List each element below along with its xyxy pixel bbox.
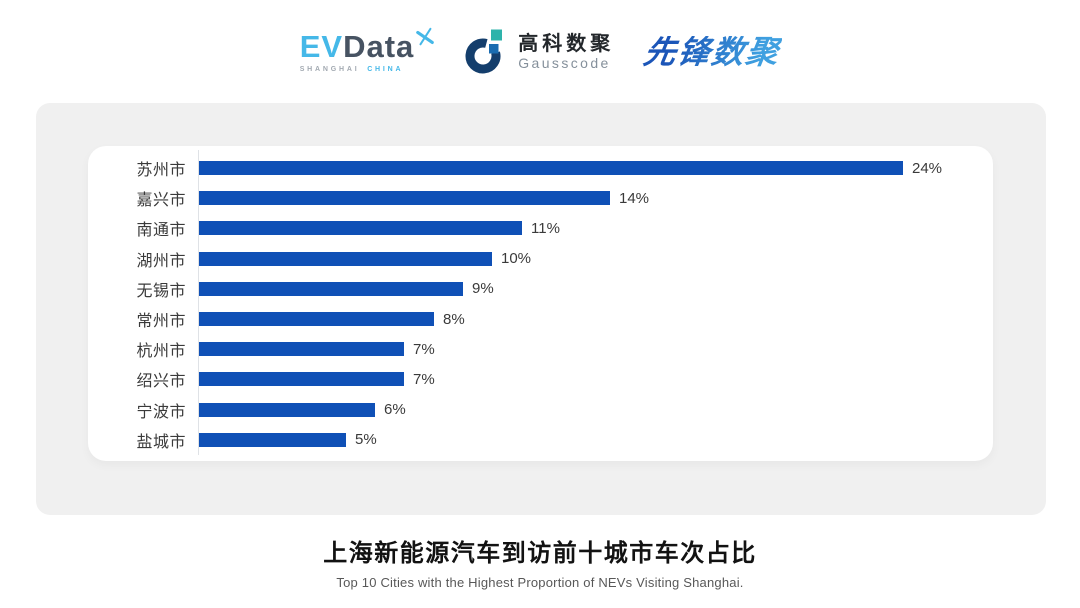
evdata-china-text: CHINA — [367, 66, 404, 73]
evdata-tagline: SHANGHAI CHINA — [300, 66, 436, 73]
bar — [199, 402, 375, 417]
chart-row: 苏州市 24% — [88, 153, 979, 183]
value-label: 14% — [619, 189, 650, 207]
value-label: 7% — [413, 370, 435, 388]
bar — [199, 161, 903, 176]
category-label: 嘉兴市 — [136, 192, 186, 210]
chart-title: 上海新能源汽车到访前十城市车次占比 — [323, 540, 757, 567]
chart-row: 盐城市 5% — [88, 425, 979, 455]
category-label: 常州市 — [136, 313, 186, 331]
chart-row: 嘉兴市 14% — [88, 183, 979, 213]
value-label: 5% — [355, 431, 377, 449]
value-label: 11% — [531, 219, 560, 237]
value-label: 8% — [443, 310, 465, 328]
gausscode-logo: 高科数聚 Gausscode — [465, 29, 614, 75]
gausscode-g-icon — [465, 29, 503, 74]
category-label: 南通市 — [136, 222, 186, 240]
bar — [199, 191, 610, 206]
bar-chart: 苏州市 24% 嘉兴市 14% 南通市 11% 湖州市 10% — [88, 153, 979, 455]
category-label: 苏州市 — [136, 162, 186, 180]
chart-row: 杭州市 7% — [88, 334, 979, 364]
chart-panel: 苏州市 24% 嘉兴市 14% 南通市 11% 湖州市 10% — [36, 103, 1046, 515]
chart-row: 南通市 11% — [88, 213, 979, 243]
value-label: 6% — [384, 401, 406, 419]
evdata-data-text: Data — [343, 29, 415, 64]
gausscode-wordmark: 高科数聚 Gausscode — [518, 33, 614, 71]
chart-row: 无锡市 9% — [88, 274, 979, 304]
bar — [199, 281, 463, 296]
evdata-ev-text: EV — [299, 29, 344, 64]
value-label: 9% — [472, 280, 494, 298]
gausscode-en-text: Gausscode — [518, 54, 611, 71]
header-logos: EV Data SHANGHAI CHINA 高科数聚 Gausscode — [0, 22, 1080, 82]
category-label: 盐城市 — [136, 433, 186, 451]
gausscode-cn-text: 高科数聚 — [518, 32, 615, 55]
chart-row: 宁波市 6% — [88, 395, 979, 425]
category-label: 宁波市 — [136, 403, 186, 421]
category-label: 杭州市 — [136, 343, 186, 361]
value-label: 10% — [501, 250, 532, 268]
evdata-logo: EV Data SHANGHAI CHINA — [299, 27, 436, 73]
chart-row: 湖州市 10% — [88, 244, 979, 274]
evdata-shanghai-text: SHANGHAI — [299, 66, 360, 73]
evdata-x-icon — [416, 27, 435, 46]
chart-row: 常州市 8% — [88, 304, 979, 334]
category-label: 绍兴市 — [136, 373, 186, 391]
bar — [199, 372, 404, 387]
xianfeng-logo: 先锋数聚 — [641, 34, 784, 70]
evdata-wordmark: EV Data — [299, 27, 436, 64]
bar — [199, 221, 522, 236]
category-label: 无锡市 — [136, 282, 186, 300]
value-label: 24% — [912, 159, 943, 177]
bar — [199, 342, 404, 357]
y-axis-line — [198, 150, 199, 455]
bar — [199, 432, 346, 447]
footer-titles: 上海新能源汽车到访前十城市车次占比 Top 10 Cities with the… — [0, 533, 1080, 590]
chart-card: 苏州市 24% 嘉兴市 14% 南通市 11% 湖州市 10% — [88, 146, 993, 461]
chart-subtitle: Top 10 Cities with the Highest Proportio… — [336, 575, 744, 590]
bar — [199, 251, 492, 266]
bar — [199, 312, 434, 327]
value-label: 7% — [413, 340, 435, 358]
category-label: 湖州市 — [136, 252, 186, 270]
chart-row: 绍兴市 7% — [88, 364, 979, 394]
